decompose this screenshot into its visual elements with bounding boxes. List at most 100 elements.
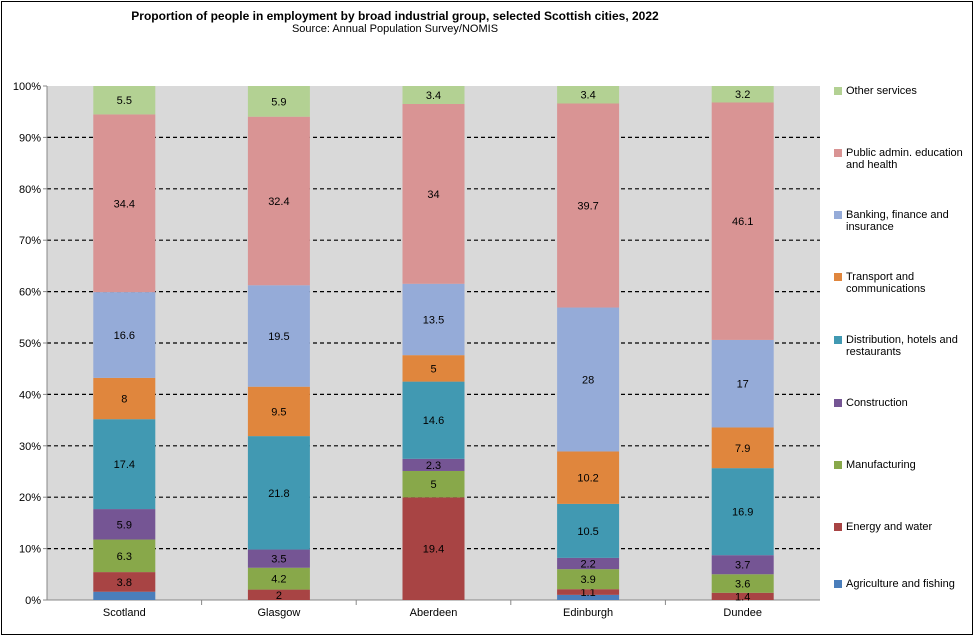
legend-swatch <box>834 580 842 588</box>
bar-segment <box>711 555 774 575</box>
chart-subtitle: Source: Annual Population Survey/NOMIS <box>291 23 499 35</box>
data-label: 39.7 <box>577 201 598 213</box>
bar-segment <box>247 589 310 600</box>
bar-segment <box>93 572 156 592</box>
data-label: 13.5 <box>423 314 444 326</box>
y-tick-label: 50% <box>19 338 41 350</box>
data-label: 21.8 <box>268 488 289 500</box>
y-tick-label: 90% <box>19 132 41 144</box>
data-label: 3.5 <box>271 554 286 566</box>
data-label: 2.2 <box>580 559 595 571</box>
bar-segment <box>711 574 774 593</box>
bar-segment <box>93 86 156 115</box>
x-tick-label: Scotland <box>103 607 146 619</box>
bar-segment <box>93 539 156 573</box>
bar-segment <box>402 103 465 284</box>
data-label: 16.9 <box>732 507 753 519</box>
data-label: 3.7 <box>735 560 750 572</box>
bar-segment <box>402 355 465 382</box>
legend-label: Public admin. education and health <box>846 147 963 171</box>
y-tick-label: 100% <box>13 81 41 93</box>
data-label: 34 <box>427 189 439 201</box>
data-label: 5 <box>430 479 436 491</box>
data-label: 28 <box>582 374 594 386</box>
bar-segment <box>557 589 620 595</box>
y-tick-label: 0% <box>25 595 41 607</box>
legend-label: Energy and water <box>846 521 933 533</box>
data-label: 4.2 <box>271 574 286 586</box>
data-label: 34.4 <box>114 198 135 210</box>
x-tick-label: Glasgow <box>258 607 301 619</box>
bar-segment <box>247 436 310 550</box>
legend-label: Other services <box>846 85 917 97</box>
x-tick-label: Edinburgh <box>563 607 613 619</box>
bar-segment <box>93 509 156 540</box>
data-label: 19.4 <box>423 544 444 556</box>
legend-label: Manufacturing <box>846 459 916 471</box>
y-tick-label: 20% <box>19 492 41 504</box>
legend-swatch <box>834 399 842 407</box>
bar-segment <box>93 377 156 420</box>
data-label: 9.5 <box>271 406 286 418</box>
data-label: 3.9 <box>580 574 595 586</box>
bar-segment <box>557 451 620 504</box>
bar-segment <box>557 594 620 600</box>
data-label: 19.5 <box>268 331 289 343</box>
bar-segment <box>93 591 156 600</box>
bar-segment <box>402 283 465 356</box>
data-label: 3.6 <box>735 579 750 591</box>
data-label: 8 <box>121 394 127 406</box>
bar-segment <box>557 103 620 308</box>
data-label: 3.8 <box>117 577 132 589</box>
legend-swatch <box>834 273 842 281</box>
legend-swatch <box>834 336 842 344</box>
data-label: 2.3 <box>426 460 441 472</box>
legend-label: Banking, finance and insurance <box>846 209 949 233</box>
bar-segment <box>711 339 774 428</box>
bar-segment <box>247 386 310 437</box>
data-label: 32.4 <box>268 196 289 208</box>
y-tick-label: 40% <box>19 389 41 401</box>
data-label: 17 <box>737 379 749 391</box>
bar-segment <box>93 419 156 510</box>
bar-segment <box>93 114 156 293</box>
bar-segment <box>557 569 620 590</box>
legend-swatch <box>834 87 842 95</box>
bar-segment <box>402 470 465 498</box>
y-tick-label: 70% <box>19 235 41 247</box>
bar-segment <box>247 116 310 286</box>
legend-swatch <box>834 523 842 531</box>
data-label: 5.9 <box>271 96 286 108</box>
legend-label: Construction <box>846 397 908 409</box>
bar-segment <box>93 292 156 378</box>
bar-segment <box>402 497 465 600</box>
y-tick-label: 60% <box>19 287 41 299</box>
chart-title: Proportion of people in employment by br… <box>131 9 659 23</box>
data-label: 5 <box>430 363 436 375</box>
bar-segment <box>711 86 774 103</box>
y-tick-label: 10% <box>19 544 41 556</box>
data-label: 5.9 <box>117 519 132 531</box>
data-label: 17.4 <box>114 459 135 471</box>
legend-label: Distribution, hotels and restaurants <box>846 334 958 358</box>
y-tick-label: 80% <box>19 184 41 196</box>
legend-label: Transport and communications <box>846 271 926 295</box>
bar-segment <box>557 307 620 452</box>
bar-segment <box>711 468 774 556</box>
bar-segment <box>247 549 310 568</box>
bar-segment <box>402 381 465 459</box>
legend-swatch <box>834 149 842 157</box>
bar-segment <box>247 86 310 117</box>
x-tick-label: Aberdeen <box>410 607 458 619</box>
data-label: 3.2 <box>735 89 750 101</box>
bar-segment <box>557 86 620 104</box>
legend-swatch <box>834 461 842 469</box>
bar-segment <box>247 567 310 590</box>
data-label: 10.2 <box>577 473 598 485</box>
data-label: 14.6 <box>423 415 444 427</box>
y-tick-label: 30% <box>19 441 41 453</box>
data-label: 7.9 <box>735 443 750 455</box>
data-label: 46.1 <box>732 216 753 228</box>
